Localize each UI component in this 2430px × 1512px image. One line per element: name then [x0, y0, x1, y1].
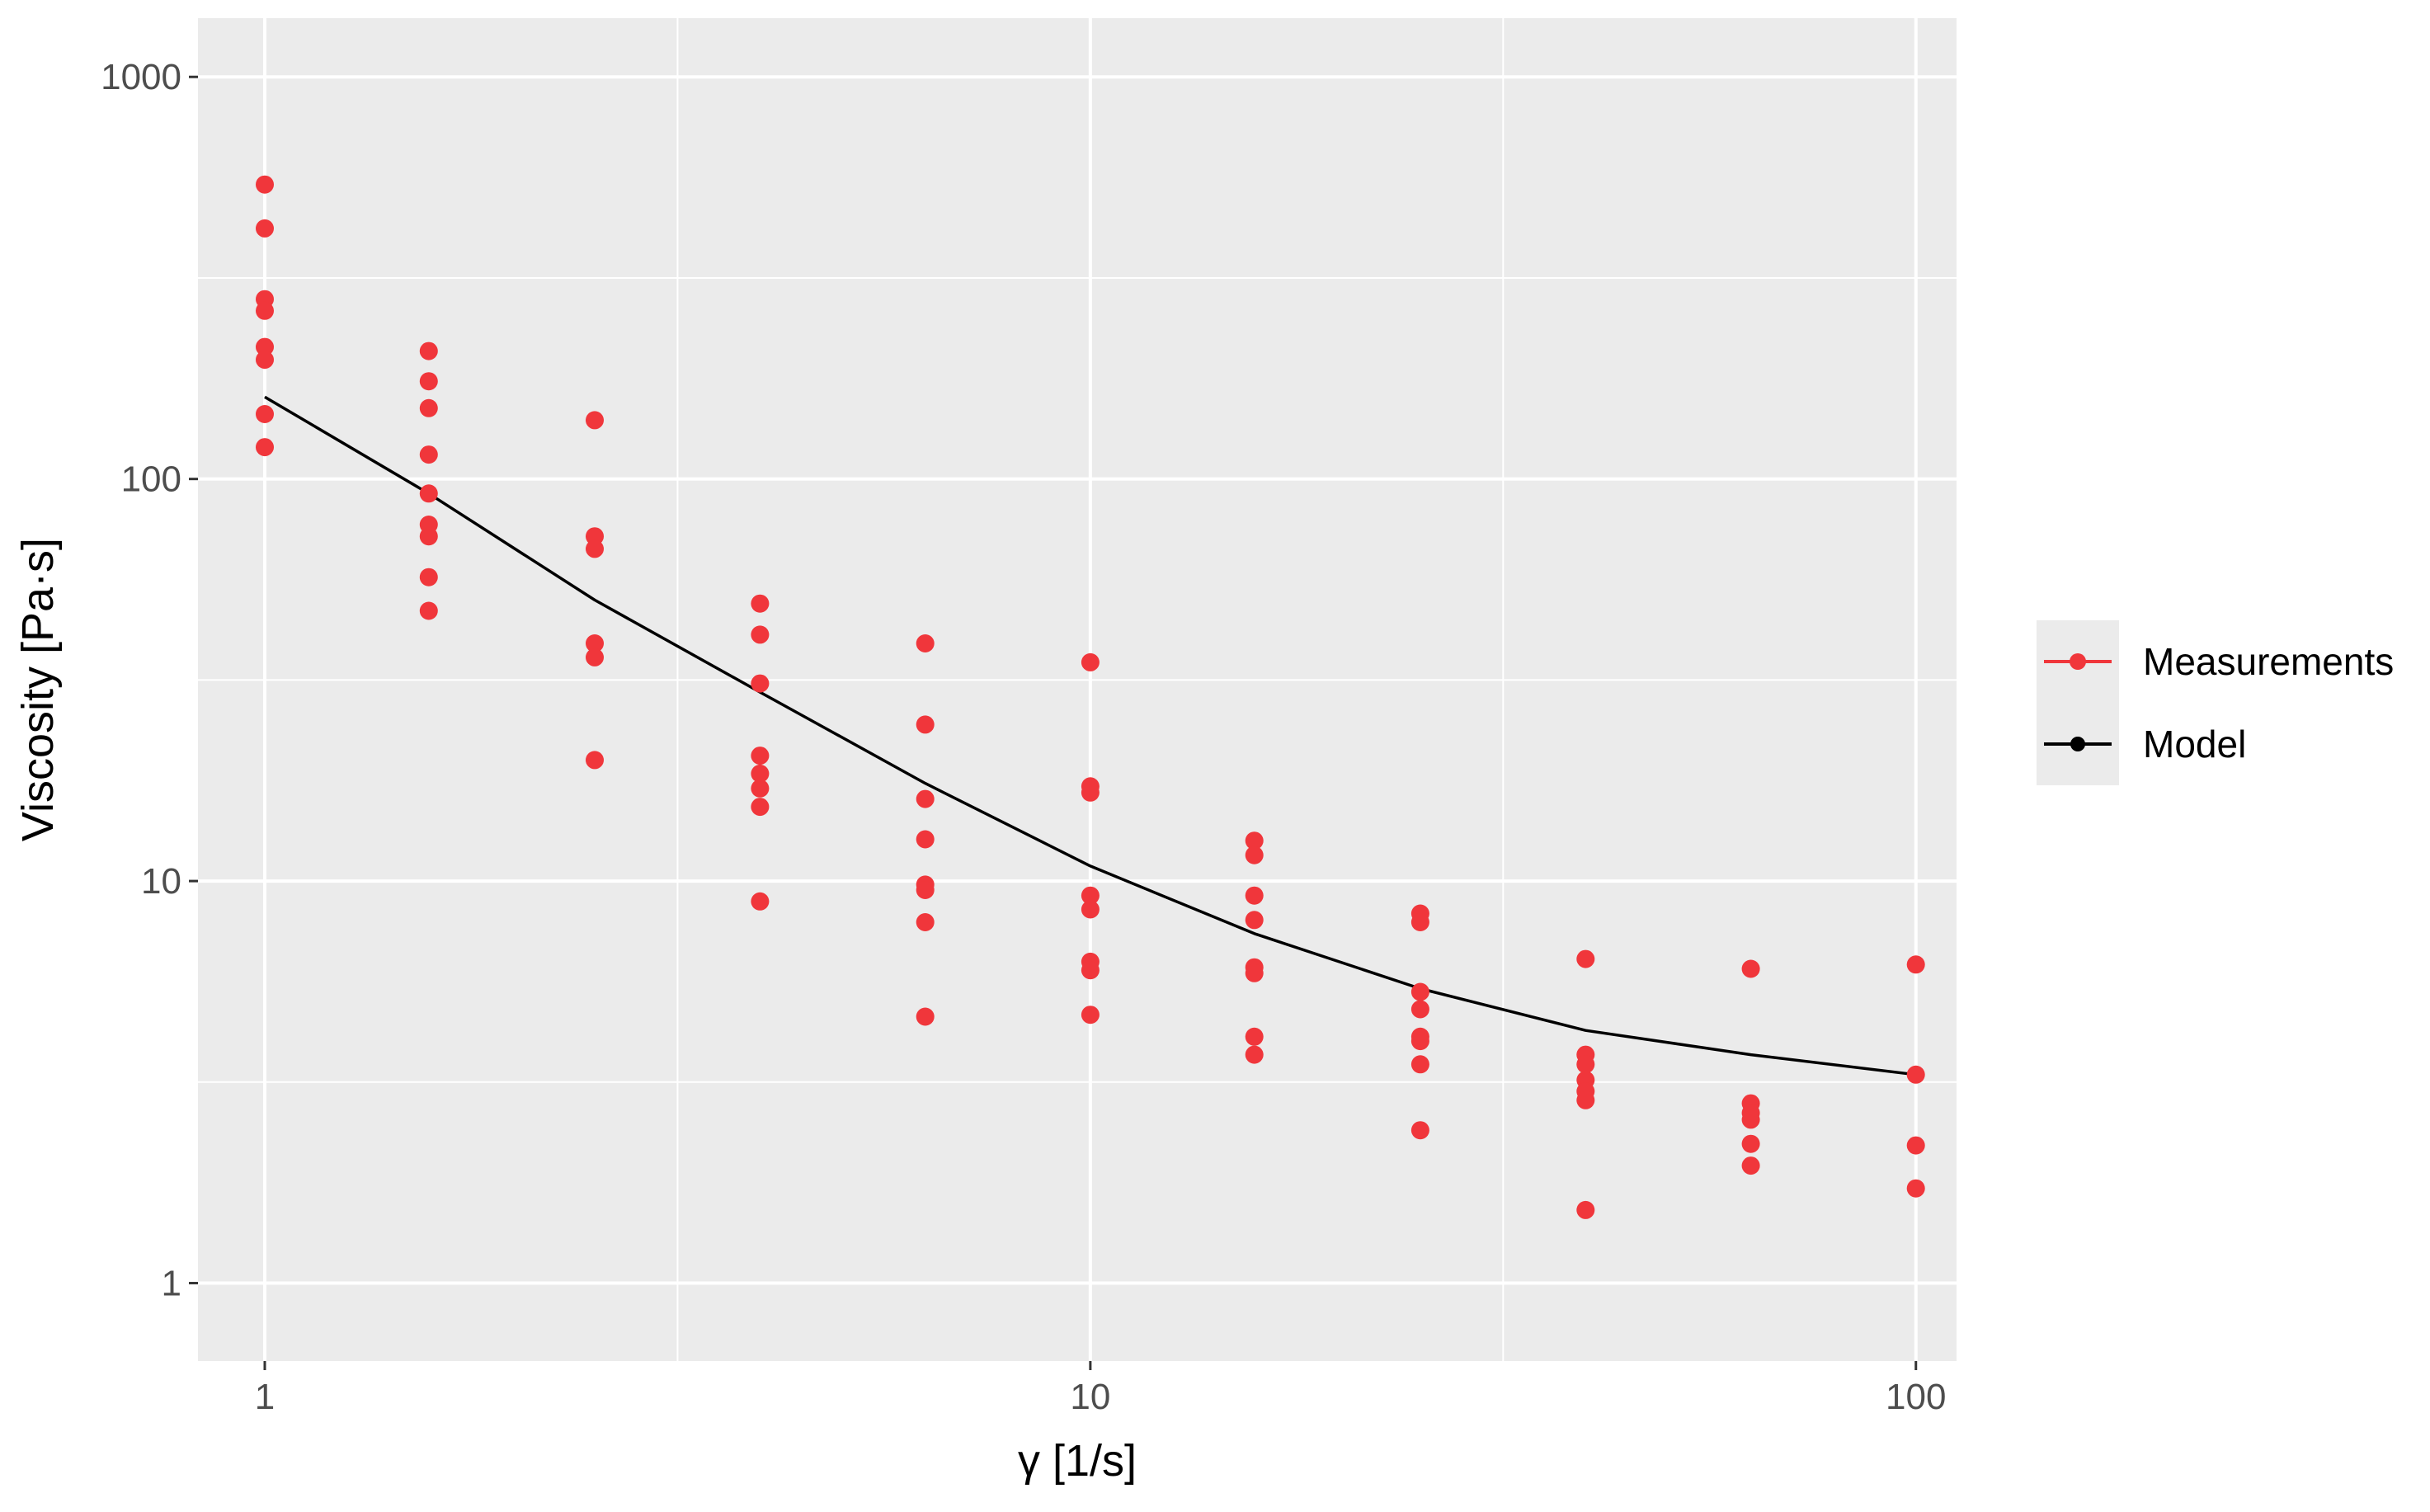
minor-gridlines: [198, 18, 1957, 1361]
major-gridlines: [198, 18, 1957, 1361]
legend-key-background: [2037, 620, 2119, 785]
measurement-point: [1576, 949, 1595, 968]
measurement-point: [586, 539, 604, 558]
measurement-point: [1576, 1090, 1595, 1109]
measurement-point: [1906, 1065, 1925, 1084]
measurement-point: [419, 484, 438, 503]
measurement-point: [751, 594, 770, 613]
measurement-point: [419, 445, 438, 464]
measurement-point: [1245, 845, 1264, 864]
y-tick-label: 1: [162, 1264, 181, 1304]
model-line: [264, 395, 1916, 1076]
legend-item: Model: [2044, 723, 2246, 765]
measurement-point: [1245, 911, 1264, 930]
measurement-point: [256, 351, 274, 370]
legend-label: Measurements: [2143, 640, 2394, 683]
measurement-point: [1906, 955, 1925, 974]
measurement-point: [586, 648, 604, 667]
measurement-point: [419, 527, 438, 546]
measurement-point: [1906, 1179, 1925, 1198]
measurement-point: [1410, 1000, 1429, 1019]
measurement-point: [1081, 886, 1100, 905]
measurement-point: [1245, 1045, 1264, 1064]
measurement-point: [1081, 900, 1100, 919]
legend: Measurements Model: [2037, 620, 2394, 785]
measurement-point: [916, 881, 935, 899]
measurement-point: [916, 830, 935, 849]
measurement-point: [1245, 831, 1264, 850]
measurement-point: [1576, 1200, 1595, 1219]
legend-item: Measurements: [2044, 640, 2394, 683]
measurement-point: [751, 747, 770, 765]
measurement-point: [586, 527, 604, 546]
y-tick-label: 10: [141, 861, 181, 902]
plot-panel: [198, 18, 1957, 1361]
measurement-point: [916, 913, 935, 931]
measurement-point: [256, 438, 274, 457]
measurement-point: [1410, 1121, 1429, 1140]
measurement-point: [916, 634, 935, 652]
y-axis-title: Viscosity [Pa·s]: [13, 538, 63, 841]
measurement-point: [1245, 1027, 1264, 1046]
measurement-point: [751, 764, 770, 783]
measurement-point: [916, 789, 935, 808]
measurement-point: [586, 411, 604, 430]
model-series: [264, 395, 1916, 1076]
measurement-point: [1410, 982, 1429, 1001]
measurement-point: [1741, 1134, 1760, 1153]
measurement-point: [256, 301, 274, 320]
legend-key-point: [2070, 653, 2086, 670]
x-axis-title: γ [1/s]: [1018, 1436, 1137, 1486]
measurement-point: [1245, 886, 1264, 905]
measurement-point: [1410, 1032, 1429, 1051]
measurement-point: [751, 674, 770, 693]
measurement-point: [1906, 1136, 1925, 1155]
measurement-point: [1741, 1110, 1760, 1129]
measurement-point: [1245, 963, 1264, 982]
legend-items: Measurements Model: [2044, 640, 2394, 765]
measurement-point: [256, 175, 274, 194]
x-tick-label: 10: [1070, 1377, 1110, 1417]
y-tick-label: 100: [121, 459, 181, 500]
x-axis: 1 10 100: [255, 1361, 1946, 1417]
measurement-point: [1081, 783, 1100, 802]
measurements-series: [256, 175, 1925, 1219]
legend-key-point: [2070, 737, 2085, 751]
measurement-point: [751, 798, 770, 817]
measurement-point: [256, 405, 274, 423]
measurement-point: [419, 372, 438, 391]
measurement-point: [256, 337, 274, 356]
measurement-point: [1576, 1055, 1595, 1074]
measurement-point: [751, 625, 770, 644]
measurement-point: [1741, 959, 1760, 978]
measurement-point: [586, 751, 604, 770]
measurement-point: [1410, 1055, 1429, 1074]
y-tick-label: 1000: [101, 57, 181, 97]
measurement-point: [1081, 1006, 1100, 1024]
x-tick-label: 100: [1886, 1377, 1946, 1417]
measurement-point: [586, 634, 604, 652]
measurement-point: [419, 568, 438, 586]
measurement-point: [1081, 652, 1100, 671]
measurement-point: [916, 1007, 935, 1026]
measurement-point: [256, 219, 274, 238]
measurement-point: [1741, 1156, 1760, 1175]
measurement-point: [419, 601, 438, 620]
y-axis: 1 10 100 1000: [101, 57, 198, 1304]
measurement-point: [1081, 961, 1100, 980]
measurement-point: [751, 779, 770, 798]
x-tick-label: 1: [255, 1377, 275, 1417]
legend-label: Model: [2143, 723, 2246, 765]
measurement-point: [916, 715, 935, 734]
measurement-point: [419, 341, 438, 360]
measurement-point: [1410, 913, 1429, 931]
measurement-point: [751, 892, 770, 911]
measurement-point: [419, 398, 438, 417]
